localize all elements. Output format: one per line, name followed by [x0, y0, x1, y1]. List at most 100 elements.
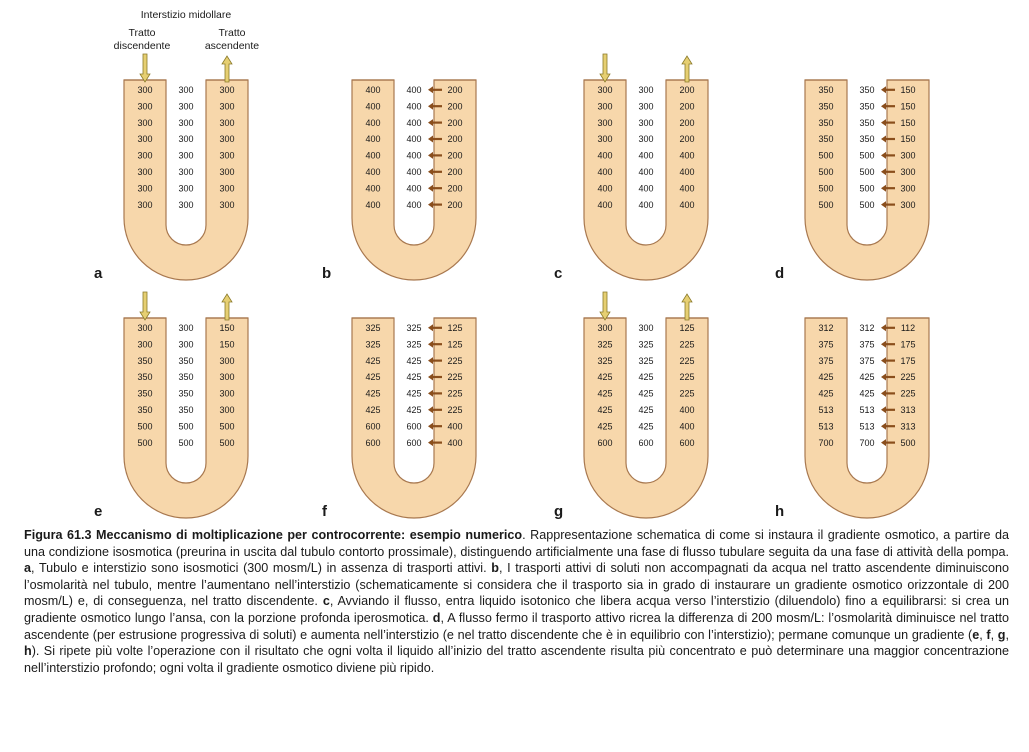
interstitium-value: 300: [638, 134, 653, 144]
ascending-value: 150: [219, 339, 234, 349]
pump-arrowhead-icon: [428, 102, 433, 110]
pump-arrowhead-icon: [881, 324, 886, 332]
descending-value: 400: [597, 183, 612, 193]
caption-text: ,: [990, 627, 998, 642]
ascending-value: 200: [679, 101, 694, 111]
interstitium-value: 300: [178, 134, 193, 144]
descending-value: 350: [137, 372, 152, 382]
interstitium-value: 500: [178, 438, 193, 448]
interstitium-value: 350: [178, 405, 193, 415]
interstitium-value: 300: [638, 118, 653, 128]
ascending-value: 200: [447, 85, 462, 95]
ascending-value: 400: [679, 183, 694, 193]
interstitium-value: 300: [178, 85, 193, 95]
panel-a: 300 300 300 300 300 300 300 300 300 300 300 300 300 3…: [94, 53, 249, 282]
ascending-value: 400: [447, 421, 462, 431]
interstitium-value: 350: [178, 356, 193, 366]
caption-text: ). Si ripete più volte l’operazione con …: [24, 644, 1009, 675]
ascending-label-line2: ascendente: [205, 40, 259, 52]
inflow-arrow-icon: [139, 53, 151, 83]
interstitium-value: 500: [859, 183, 874, 193]
panel-letter-a: a: [94, 265, 103, 282]
pump-arrowhead-icon: [881, 373, 886, 381]
ascending-value: 300: [219, 118, 234, 128]
ascending-value: 300: [219, 85, 234, 95]
interstitium-value: 400: [406, 183, 421, 193]
ascending-value: 225: [447, 372, 462, 382]
interstitium-value: 425: [406, 405, 421, 415]
descending-value: 425: [597, 421, 612, 431]
ascending-value: 200: [679, 134, 694, 144]
ascending-value: 125: [447, 323, 462, 333]
ascending-value: 112: [901, 323, 915, 333]
ascending-value: 150: [219, 323, 234, 333]
u-tubule: [351, 317, 477, 519]
pump-arrowhead-icon: [881, 168, 886, 176]
descending-value: 350: [818, 101, 833, 111]
pump-arrowhead-icon: [881, 119, 886, 127]
interstitium-value: 312: [859, 323, 874, 333]
interstitium-value: 325: [406, 323, 421, 333]
interstitium-value: 350: [859, 85, 874, 95]
descending-value: 425: [365, 356, 380, 366]
interstitium-value: 513: [859, 405, 874, 415]
descending-value: 325: [597, 339, 612, 349]
interstitium-value: 425: [638, 372, 653, 382]
descending-value: 400: [365, 167, 380, 177]
interstitium-value: 425: [638, 389, 653, 399]
descending-value: 300: [597, 118, 612, 128]
caption-panel-ref: e: [972, 627, 980, 642]
interstitium-value: 600: [638, 438, 653, 448]
ascending-value: 500: [219, 421, 234, 431]
interstitium-value: 400: [406, 134, 421, 144]
descending-value: 300: [597, 134, 612, 144]
descending-value: 400: [365, 134, 380, 144]
ascending-value: 300: [219, 356, 234, 366]
u-tubule: [583, 79, 709, 281]
panel-h: 312 312 112 375 375 175 375 375 175 425 425 225 425 4…: [775, 317, 930, 520]
ascending-value: 500: [900, 438, 915, 448]
ascending-value: 200: [447, 151, 462, 161]
descending-value: 300: [597, 85, 612, 95]
ascending-value: 300: [900, 151, 915, 161]
ascending-value: 400: [679, 405, 694, 415]
interstitium-value: 300: [638, 323, 653, 333]
pump-arrowhead-icon: [428, 340, 433, 348]
pump-arrowhead-icon: [881, 102, 886, 110]
ascending-value: 150: [900, 118, 915, 128]
descending-value: 312: [818, 323, 833, 333]
inflow-arrow-icon: [139, 291, 151, 321]
descending-value: 425: [597, 389, 612, 399]
outflow-arrow-icon: [221, 293, 233, 321]
caption-panel-ref: a: [24, 561, 32, 576]
ascending-value: 125: [679, 323, 694, 333]
descending-value: 425: [818, 372, 833, 382]
descending-value: 400: [365, 151, 380, 161]
pump-arrowhead-icon: [881, 389, 886, 397]
pump-arrowhead-icon: [881, 86, 886, 94]
ascending-value: 225: [679, 389, 694, 399]
descending-value: 300: [137, 134, 152, 144]
pump-arrowhead-icon: [881, 340, 886, 348]
pump-arrowhead-icon: [428, 439, 433, 447]
caption-panel-ref: g: [997, 627, 1006, 642]
interstitium-value: 350: [178, 389, 193, 399]
caption-text: , Tubulo e interstizio sono isosmotici (…: [31, 561, 492, 576]
outflow-arrow-icon: [221, 55, 233, 83]
descending-value: 425: [818, 389, 833, 399]
interstitium-value: 500: [859, 167, 874, 177]
interstitium-value: 375: [859, 339, 874, 349]
outflow-arrow-icon: [681, 293, 693, 321]
interstitium-value: 300: [178, 183, 193, 193]
pump-arrowhead-icon: [428, 389, 433, 397]
ascending-value: 125: [447, 339, 462, 349]
panel-d: 350 350 150 350 350 150 350 350 150 350 350 150 500 5…: [775, 79, 930, 282]
interstitium-value: 500: [178, 421, 193, 431]
interstitium-value: 425: [638, 405, 653, 415]
caption-panel-ref: d: [432, 610, 441, 625]
pump-arrowhead-icon: [881, 422, 886, 430]
ascending-value: 300: [219, 183, 234, 193]
descending-value: 300: [137, 118, 152, 128]
ascending-value: 300: [219, 151, 234, 161]
interstitium-value: 600: [406, 438, 421, 448]
